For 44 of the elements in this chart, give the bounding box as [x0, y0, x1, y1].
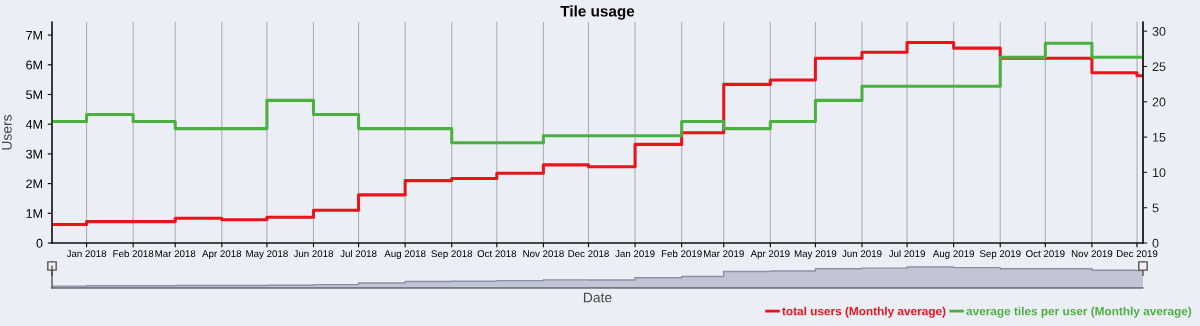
x-tick-label: Jan 2018 [66, 250, 107, 258]
y-tick-label: 3M [26, 149, 42, 159]
chart-title: Tile usage [560, 5, 635, 20]
x-tick-label: Jul 2019 [888, 249, 925, 258]
x-tick-label: Jun 2018 [293, 250, 334, 258]
y2-tick-label: 15 [1152, 133, 1166, 142]
x-tick-label: Sep 2018 [431, 250, 473, 260]
x-tick-label: Aug 2018 [384, 250, 426, 260]
y-tick-label: 6M [26, 60, 42, 70]
y2-tick-label: 20 [1152, 97, 1166, 107]
x-tick-label: Nov 2018 [523, 250, 564, 258]
x-tick-label: Jun 2019 [842, 250, 882, 258]
x-tick-label: Oct 2018 [477, 250, 517, 258]
x-tick-label: Feb 2019 [661, 249, 702, 258]
x-tick-label: Aug 2019 [932, 250, 975, 260]
x-tick-label: Oct 2019 [1026, 250, 1065, 258]
x-tick-label: Apr 2019 [750, 250, 790, 260]
x-tick-label: Feb 2018 [113, 249, 154, 258]
x-tick-label: May 2018 [246, 250, 288, 260]
legend-label: total users (Monthly average) [782, 306, 946, 318]
x-axis-title: Date [583, 292, 612, 303]
y-axis-title: Users [2, 114, 12, 150]
y2-tick-label: 25 [1152, 62, 1166, 72]
y-tick-label: 7M [26, 31, 42, 40]
y-tick-label: 1M [26, 209, 42, 218]
y2-tick-label: 5 [1152, 203, 1159, 213]
x-tick-label: May 2019 [794, 250, 837, 260]
x-tick-label: Jan 2019 [615, 250, 655, 258]
legend-label: average tiles per user (Monthly average) [966, 306, 1192, 318]
y-tick-label: 4M [25, 120, 42, 129]
y2-tick-label: 0 [1152, 238, 1159, 248]
y-tick-label: 0 [36, 238, 43, 248]
x-tick-label: Sep 2019 [979, 250, 1021, 260]
y2-tick-label: 30 [1152, 26, 1166, 36]
y2-tick-label: 10 [1152, 168, 1166, 178]
y-tick-label: 2M [26, 179, 42, 189]
x-tick-label: Dec 2018 [568, 250, 609, 258]
x-tick-label: Nov 2019 [1071, 250, 1113, 258]
x-tick-label: Mar 2019 [703, 250, 744, 258]
x-tick-label: Apr 2018 [202, 250, 242, 260]
x-tick-label: Jul 2018 [340, 249, 377, 258]
y-tick-label: 5M [26, 90, 42, 100]
x-tick-label: Dec 2019 [1116, 250, 1158, 258]
x-tick-label: Mar 2018 [155, 250, 196, 258]
